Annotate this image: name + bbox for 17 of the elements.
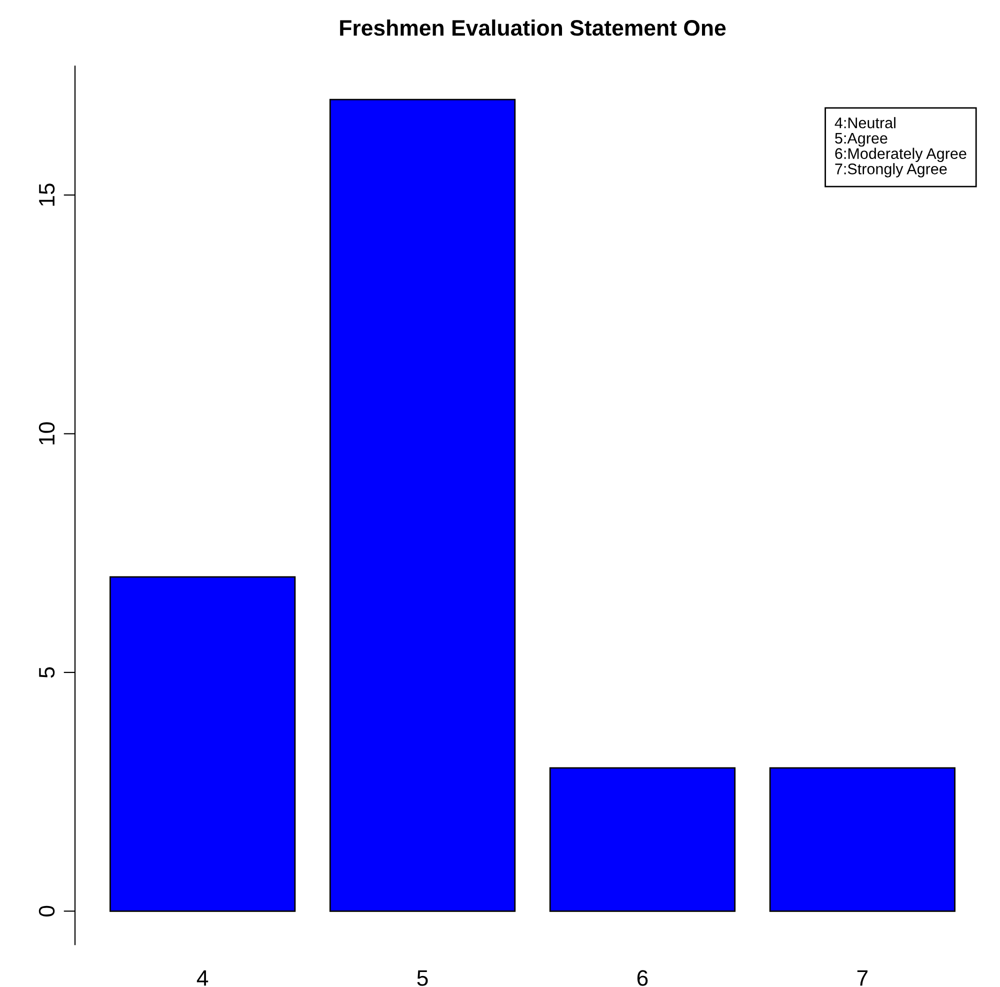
x-tick-label: 4 <box>196 970 208 986</box>
x-tick-label: 6 <box>637 970 648 986</box>
y-tick-label: 10 <box>38 422 55 444</box>
y-tick-label: 5 <box>39 667 55 678</box>
bar <box>329 98 516 912</box>
y-tick-label: 15 <box>39 184 55 206</box>
annotation: 4:Neutral <box>834 117 896 128</box>
annotation: 6:Moderately Agree <box>835 148 966 162</box>
annotation: 7:Strongly Agree <box>835 163 947 178</box>
annotation: 5:Agree <box>835 132 888 147</box>
x-tick-label: 7 <box>857 970 868 986</box>
bar <box>549 767 736 912</box>
y-tick-label: 0 <box>38 906 55 916</box>
chart-title: Freshmen Evaluation Statement One <box>340 19 726 36</box>
bar <box>769 767 956 912</box>
bar <box>109 576 296 912</box>
x-tick-label: 5 <box>417 970 428 986</box>
